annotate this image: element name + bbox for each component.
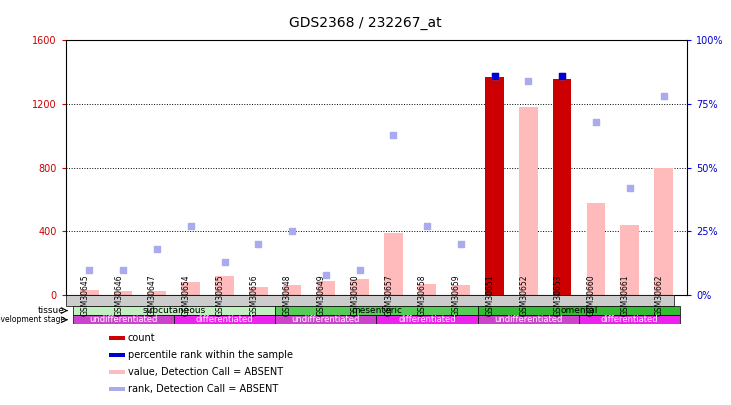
Text: GSM30660: GSM30660 — [587, 275, 596, 316]
Bar — [485, 163, 504, 295]
Bar — [478, 315, 579, 324]
Text: differentiated: differentiated — [601, 315, 659, 324]
Bar — [384, 233, 403, 295]
Text: differentiated: differentiated — [196, 315, 254, 324]
Text: GSM30651: GSM30651 — [485, 275, 495, 316]
Text: GSM30648: GSM30648 — [283, 275, 292, 316]
Text: subcutaneous: subcutaneous — [143, 306, 205, 315]
Point — [387, 131, 399, 138]
Bar — [110, 336, 125, 340]
Text: GSM30656: GSM30656 — [249, 275, 258, 316]
Text: undifferentiated: undifferentiated — [89, 315, 157, 324]
Text: GSM30659: GSM30659 — [452, 275, 461, 316]
Point — [151, 246, 163, 252]
Point — [489, 73, 501, 79]
Text: GSM30647: GSM30647 — [148, 275, 157, 316]
Bar — [72, 306, 275, 315]
Bar — [275, 306, 478, 315]
Point — [185, 223, 197, 230]
Bar — [80, 290, 99, 295]
Text: GSM30650: GSM30650 — [351, 275, 360, 316]
Point — [320, 271, 332, 278]
Point — [590, 119, 602, 125]
Text: GSM30646: GSM30646 — [114, 275, 124, 316]
Bar — [478, 306, 681, 315]
Bar — [553, 207, 572, 295]
Text: GSM30661: GSM30661 — [621, 275, 629, 316]
Point — [556, 73, 568, 79]
Bar — [148, 291, 166, 295]
Text: GSM30653: GSM30653 — [553, 275, 562, 316]
Bar — [418, 284, 436, 295]
Text: GSM30657: GSM30657 — [385, 275, 393, 316]
Point — [489, 73, 501, 79]
Text: undifferentiated: undifferentiated — [292, 315, 360, 324]
Bar — [621, 225, 639, 295]
Text: value, Detection Call = ABSENT: value, Detection Call = ABSENT — [128, 367, 283, 377]
Point — [83, 266, 95, 273]
Point — [624, 185, 635, 191]
Bar — [587, 203, 605, 295]
Bar — [317, 281, 335, 295]
Bar — [654, 168, 673, 295]
Bar — [579, 315, 681, 324]
Bar — [283, 286, 301, 295]
Text: GDS2368 / 232267_at: GDS2368 / 232267_at — [289, 16, 442, 30]
Bar — [519, 107, 538, 295]
Bar — [66, 295, 674, 306]
Text: GSM30652: GSM30652 — [520, 275, 529, 316]
Bar — [72, 315, 174, 324]
Text: GSM30649: GSM30649 — [317, 275, 326, 316]
Bar — [452, 286, 470, 295]
Bar — [110, 353, 125, 357]
Bar — [110, 387, 125, 392]
Point — [252, 241, 264, 247]
Bar — [350, 279, 369, 295]
Point — [287, 228, 298, 234]
Point — [658, 93, 670, 100]
Point — [556, 73, 568, 79]
Bar — [114, 291, 132, 295]
Point — [219, 259, 230, 265]
Point — [523, 78, 534, 85]
Text: GSM30658: GSM30658 — [418, 275, 427, 316]
Point — [118, 266, 129, 273]
Point — [421, 223, 433, 230]
Bar — [181, 282, 200, 295]
Text: GSM30655: GSM30655 — [216, 275, 224, 316]
Bar — [249, 287, 268, 295]
Bar — [553, 79, 572, 295]
Text: mesenteric: mesenteric — [351, 306, 402, 315]
Text: GSM30662: GSM30662 — [654, 275, 664, 316]
Text: omental: omental — [561, 306, 598, 315]
Bar — [275, 315, 376, 324]
Point — [455, 241, 466, 247]
Point — [354, 266, 366, 273]
Bar — [110, 370, 125, 374]
Bar — [485, 77, 504, 295]
Text: count: count — [128, 333, 156, 343]
Text: rank, Detection Call = ABSENT: rank, Detection Call = ABSENT — [128, 384, 279, 394]
Bar — [376, 315, 478, 324]
Text: undifferentiated: undifferentiated — [494, 315, 563, 324]
Bar — [215, 276, 234, 295]
Text: tissue: tissue — [38, 306, 65, 315]
Text: development stage: development stage — [0, 315, 65, 324]
Text: differentiated: differentiated — [398, 315, 456, 324]
Text: percentile rank within the sample: percentile rank within the sample — [128, 350, 293, 360]
Bar — [174, 315, 275, 324]
Text: GSM30645: GSM30645 — [80, 275, 89, 316]
Text: GSM30654: GSM30654 — [182, 275, 191, 316]
